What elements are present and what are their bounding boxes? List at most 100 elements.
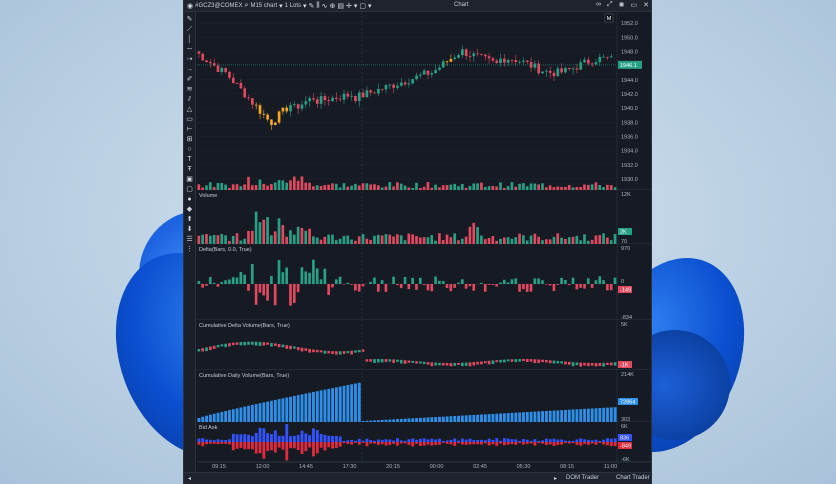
ask-bar [350,439,354,442]
candle-body [403,82,407,85]
diamond-icon[interactable]: ◆ [186,206,193,213]
cum-delta-candle [319,350,323,353]
pencil-icon[interactable]: ✎ [186,16,193,23]
chevron-down-icon[interactable]: ▾ [353,2,358,10]
cum-volume-bar [201,416,205,422]
arrow-icon[interactable]: → [186,66,193,73]
chevron-down-icon[interactable]: ▾ [279,2,283,10]
candle-body [209,62,212,64]
text-icon[interactable]: T [187,156,192,163]
bid-bar [388,442,392,446]
magnet-icon[interactable]: ⋮ [186,246,193,253]
chevron-down-icon[interactable]: ▾ [303,2,307,10]
ruler-icon[interactable]: ⊢ [186,126,193,133]
candle-body [224,68,227,72]
bid-bar [499,442,502,444]
ask-bar [529,440,533,442]
marker-icon[interactable]: ● [187,196,192,203]
timeframe-selector[interactable]: M15 chart [250,2,278,9]
chart-canvas[interactable]: 1952.01950.01948.01946.01944.01942.01940… [197,12,652,472]
volume-bar [212,234,216,244]
price-volume-bar [277,180,281,190]
lots-selector[interactable]: 1 Lots [284,2,302,9]
candle-body [533,63,537,68]
price-volume-bar [598,184,602,190]
ray-icon[interactable]: ⇢ [186,56,193,63]
volume-bar [273,231,277,244]
cum-delta-candle [476,361,479,365]
delta-bar [541,280,544,284]
fib-icon[interactable]: ≋ [186,86,193,93]
volume-bar [418,237,422,244]
layout-icon[interactable]: ▢ [359,2,367,10]
text-box-icon[interactable]: Ŧ [187,166,192,173]
bid-bar [445,442,449,444]
ask-bar [258,427,262,442]
volume-bar [254,211,258,244]
search-icon[interactable]: ⌕ [244,1,249,9]
close-icon[interactable]: ✕ [643,2,649,9]
link-icon[interactable]: ∞ [596,1,602,8]
note-icon[interactable]: ▣ [186,176,193,183]
delta-bar [361,284,365,287]
symbol-selector[interactable]: #GCZ3@COMEX [195,2,243,9]
cum-delta-candle [331,351,334,354]
chart-type-icon[interactable]: ⫼ [316,1,320,9]
cum-delta-candle [487,360,491,365]
volume-bar [319,239,323,244]
scroll-right-icon[interactable]: ▸ [554,476,558,482]
candle-body [270,119,273,126]
candle-body [216,65,220,72]
delta-bar [548,284,552,286]
ask-bar [281,435,285,442]
volume-bar [598,235,602,244]
expand-icon[interactable]: ⤢ [607,1,613,8]
vline-icon[interactable]: │ [187,36,192,43]
rect-icon[interactable]: ▭ [186,116,193,123]
template-icon[interactable]: ▤ [337,2,345,10]
delta-bar [460,279,464,284]
volume-bar [472,222,476,244]
up-arrow-icon[interactable]: ⬆ [186,216,193,223]
callout-icon[interactable]: ▢ [186,186,193,193]
crosshair-icon[interactable]: ✛ [346,2,352,10]
gann-icon[interactable]: ⊞ [186,136,193,143]
hline-icon[interactable]: ─ [187,46,192,53]
zoom-icon[interactable]: ⊕ [329,2,336,10]
price-tick-label: 1948.0 [621,49,638,55]
settings-icon[interactable]: ✺ [618,2,625,9]
app-logo-icon: ◉ [187,2,194,10]
minimize-icon[interactable]: ▭ [630,2,638,9]
channel-icon[interactable]: ⫽ [187,96,192,103]
price-volume-bar [590,184,594,190]
indicator-icon[interactable]: ∿ [321,2,328,10]
delta-bar [434,276,437,284]
cum-delta-candle [545,359,548,363]
list-icon[interactable]: ☰ [186,236,193,243]
cum-volume-bar [250,404,254,422]
cum-delta-candle [231,342,235,346]
chevron-down-icon[interactable]: ▾ [368,2,372,10]
draw-tool-icon[interactable]: ✎ [308,2,315,10]
down-arrow-icon[interactable]: ⬇ [186,226,193,233]
delta-bar [220,281,224,284]
chart-trader-button[interactable]: Chart Trader [616,475,650,481]
candle-body [415,75,418,80]
delta-bar [396,284,399,286]
triangle-icon[interactable]: △ [186,106,193,113]
candle-body [346,93,350,97]
line-icon[interactable]: ⟋ [187,26,192,33]
candle-body [357,92,361,102]
volume-bar [399,235,403,244]
scroll-left-icon[interactable]: ◂ [188,476,192,482]
dom-trader-button[interactable]: DOM Trader [566,475,600,481]
cum-delta-candle [491,360,495,365]
cum-volume-tick-label: 214K [621,372,634,378]
bid-bar [373,442,376,444]
brush-icon[interactable]: ✐ [186,76,193,83]
ask-bar [434,439,438,442]
circle-icon[interactable]: ○ [187,146,192,153]
last-price-badge [618,60,642,69]
delta-bar [373,277,376,284]
delta-tick-label: 0 [621,279,624,285]
